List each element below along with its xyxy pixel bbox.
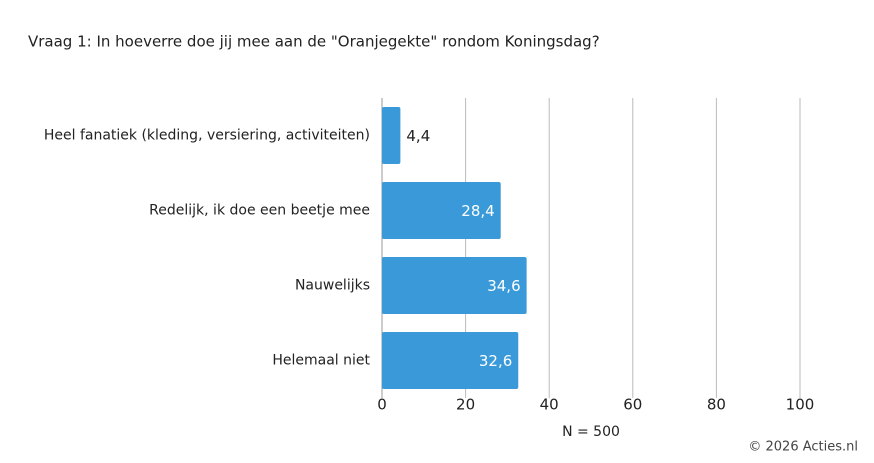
data-label: 4,4 [406, 127, 430, 145]
y-tick-label: Nauwelijks [295, 278, 370, 294]
bar [382, 332, 519, 389]
y-tick-label: Heel fanatiek (kleding, versiering, acti… [44, 128, 370, 144]
x-tick-label: 20 [456, 396, 475, 414]
bar [382, 182, 501, 239]
x-tick-label: 0 [377, 396, 387, 414]
x-tick-label: 80 [707, 396, 726, 414]
data-label: 32,6 [479, 352, 512, 370]
x-tick-label: 100 [786, 396, 815, 414]
y-tick-label: Redelijk, ik doe een beetje mee [149, 203, 370, 219]
data-label: 28,4 [461, 202, 494, 220]
bar [382, 257, 527, 314]
chart-title: Vraag 1: In hoeverre doe jij mee aan de … [28, 33, 600, 51]
x-axis-label: N = 500 [562, 424, 620, 440]
bar [382, 107, 401, 164]
footer: © 2026 Acties.nl [748, 440, 858, 455]
x-tick-label: 60 [623, 396, 642, 414]
y-tick-label: Helemaal niet [272, 353, 370, 369]
x-tick-label: 40 [540, 396, 559, 414]
data-label: 34,6 [487, 277, 520, 295]
